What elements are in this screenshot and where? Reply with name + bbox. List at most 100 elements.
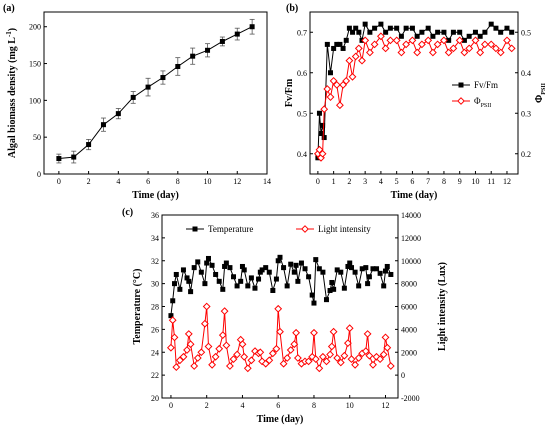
series-0-point-26 xyxy=(241,267,247,273)
series-1-point-19 xyxy=(370,40,379,49)
series-1-point-1 xyxy=(168,316,177,325)
series-0-point-18 xyxy=(220,286,226,292)
series-1-point-14 xyxy=(351,52,360,61)
series-1-point-26 xyxy=(240,352,249,361)
x-tick-label: 7 xyxy=(426,177,430,186)
series-1-point-41 xyxy=(286,346,295,354)
y2-tick-label: 12000 xyxy=(401,234,421,243)
series-1-point-67 xyxy=(363,330,372,338)
series-1-point-7 xyxy=(184,330,193,338)
series-0-point-27 xyxy=(245,283,251,289)
series-0-point-46 xyxy=(302,266,308,272)
series-1-point-74 xyxy=(383,343,392,352)
series-1-point-64 xyxy=(354,354,363,362)
y-tick-label: 24 xyxy=(151,348,159,357)
series-1-point-53 xyxy=(322,357,331,366)
series-1-point-30 xyxy=(428,48,437,57)
y2-tick-label: 4000 xyxy=(401,325,417,334)
series-1-point-62 xyxy=(347,355,356,364)
series-1-point-27 xyxy=(243,364,252,373)
series-0-point-15 xyxy=(209,262,215,268)
series-1-point-31 xyxy=(433,40,442,49)
series-0-point-2 xyxy=(318,131,324,136)
series-1-point-75 xyxy=(386,362,395,370)
series-0-point-35 xyxy=(457,29,463,35)
x-tick-label: 0 xyxy=(169,401,173,410)
series-0-point-17 xyxy=(216,278,222,284)
y2-tick-label: -2000 xyxy=(401,394,420,403)
series-1-point-60 xyxy=(343,339,352,348)
series-1-point-44 xyxy=(293,354,302,362)
series-0-point-33 xyxy=(263,265,269,271)
legend-item-0: Fv/Fm xyxy=(452,80,498,90)
series-1-point-35 xyxy=(455,36,464,45)
y2-tick-label: 0.4 xyxy=(521,69,531,78)
series-0-point-57 xyxy=(334,267,340,273)
series-1-point-39 xyxy=(476,48,485,57)
series-1-point-28 xyxy=(247,356,256,365)
legend-marker xyxy=(192,226,198,232)
series-1-point-15 xyxy=(354,44,363,53)
series-1-point-21 xyxy=(381,44,390,53)
series-1-point-12 xyxy=(345,56,354,65)
x-tick-label: 12 xyxy=(503,177,511,186)
series-1-point-43 xyxy=(292,328,301,337)
plot-frame xyxy=(161,214,399,399)
series-1-point-35 xyxy=(268,349,277,358)
series-0-point-72 xyxy=(381,283,387,289)
series-0-point-2 xyxy=(172,281,178,287)
series-1-point-54 xyxy=(326,350,335,359)
x-tick-label: 5 xyxy=(395,177,399,186)
series-1-point-37 xyxy=(465,44,474,53)
series-0-point-36 xyxy=(461,37,467,43)
series-0-point-7 xyxy=(331,45,337,51)
series-1-point-28 xyxy=(417,40,426,49)
series-1-point-44 xyxy=(503,36,511,45)
series-1-point-27 xyxy=(413,48,422,57)
panel-a-algal-biomass-chart: 0 2 4 6 8 10 12 14 0 50 100 150 200 (a) Time (day) Alga… xyxy=(3,3,271,201)
y-tick-label: 200 xyxy=(29,23,41,32)
series-0-point-4 xyxy=(115,111,121,117)
series-1-point-4 xyxy=(320,105,329,114)
series-0-point-26 xyxy=(409,25,415,31)
series-1-point-19 xyxy=(220,307,229,316)
series-1-point-17 xyxy=(215,344,224,353)
series-1-point-17 xyxy=(361,36,370,45)
series-0-point-41 xyxy=(488,21,494,27)
legend-marker xyxy=(301,225,309,233)
series-0-point-5 xyxy=(130,94,136,100)
x-tick-label: 12 xyxy=(381,401,389,410)
series-0-point-10 xyxy=(340,45,346,51)
series-0-point-49 xyxy=(311,300,317,306)
series-0 xyxy=(315,21,515,161)
y2-tick-label: 0.5 xyxy=(521,28,531,37)
x-tick-label: 10 xyxy=(204,177,212,186)
series-0-point-43 xyxy=(293,262,299,268)
series-1-point-38 xyxy=(276,327,284,336)
series-1-point-42 xyxy=(290,340,299,349)
series-1-point-72 xyxy=(379,350,388,359)
series-0-point-5 xyxy=(324,41,330,47)
y-axis-label: Algal biomass density (mg L-1) xyxy=(5,28,18,158)
y-tick-label: 0.4 xyxy=(297,150,307,159)
x-tick-label: 10 xyxy=(346,401,354,410)
y-tick-label: 50 xyxy=(33,133,41,142)
y-tick-label: 30 xyxy=(151,280,159,289)
series-1-point-26 xyxy=(408,36,417,45)
series-0-point-22 xyxy=(231,274,237,280)
series-0-point-37 xyxy=(466,33,472,39)
series-1-point-1 xyxy=(315,145,324,154)
panel-c-temperature-light-chart: 0 2 4 6 8 10 12202224262830323436-200002000400… xyxy=(122,207,448,425)
series-1-point-61 xyxy=(345,324,354,333)
series-1-point-22 xyxy=(386,36,395,45)
series-1-point-47 xyxy=(304,357,313,366)
series-1-point-50 xyxy=(311,355,320,364)
x-tick-label: 9 xyxy=(458,177,462,186)
series-1-point-20 xyxy=(376,32,385,41)
series-0-point-22 xyxy=(387,25,393,31)
y2-axis-label: ΦPSII xyxy=(534,82,547,103)
x-tick-label: 14 xyxy=(263,177,271,186)
plot-frame xyxy=(309,11,519,175)
series-0-point-3 xyxy=(173,271,179,277)
series-0-point-20 xyxy=(223,260,229,266)
